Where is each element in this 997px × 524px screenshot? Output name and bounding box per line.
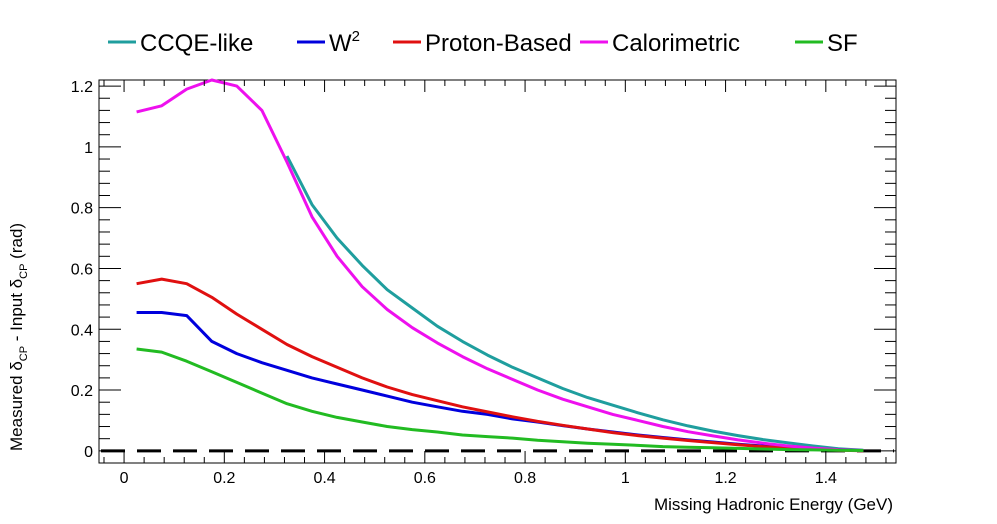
y-tick-label: 0.6: [71, 261, 93, 278]
y-title-sub1: CP: [18, 346, 30, 361]
plot-area-border: [98, 79, 897, 464]
y-tick-label: 0: [84, 444, 93, 461]
series-layer: [136, 78, 864, 453]
series-line-sf: [136, 347, 864, 452]
x-axis-title: Missing Hadronic Energy (GeV): [654, 495, 893, 514]
series-line-calorimetric: [136, 78, 864, 452]
y-tick-label: 0.2: [71, 383, 93, 400]
legend-label-ccqe-like: CCQE-like: [140, 30, 253, 57]
plot-frame: [98, 79, 897, 464]
y-tick-label: 1: [84, 140, 93, 157]
x-tick-label: 0.4: [313, 470, 335, 487]
x-axis: 0 0.2 0.4 0.6 0.8 1 1.2 1.4: [103, 80, 887, 487]
y-axis-title: Measured δCP - Input δCP (rad): [7, 223, 30, 451]
series-line-proton-based: [136, 277, 864, 453]
x-tick-label: 1: [621, 470, 630, 487]
legend: CCQE-like W2 Proton-Based Calorimetric SF: [108, 28, 858, 57]
x-tick-label: 1.2: [714, 470, 736, 487]
y-tick-label: 0.8: [71, 201, 93, 218]
y-tick-label: 1.2: [71, 79, 93, 96]
legend-label-sf: SF: [827, 30, 858, 57]
series-line-w-2: [136, 311, 864, 452]
y-tick-label: 0.4: [71, 322, 93, 339]
y-title-sub2: CP: [18, 264, 30, 279]
legend-label-w-2: W2: [329, 28, 360, 57]
y-axis: 0 0.2 0.4 0.6 0.8 1 1.2: [71, 79, 896, 464]
x-tick-label: 0.8: [514, 470, 536, 487]
series-line-ccqe-like: [285, 155, 864, 452]
legend-label-proton-based: Proton-Based: [425, 30, 572, 57]
x-tick-label: 0.2: [213, 470, 235, 487]
y-title-part2: - Input δ: [7, 279, 26, 346]
x-tick-label: 0.6: [414, 470, 436, 487]
x-tick-label: 0: [120, 470, 129, 487]
y-title-part1: Measured δ: [7, 361, 26, 451]
y-title-part3: (rad): [7, 223, 26, 264]
x-tick-label: 1.4: [815, 470, 837, 487]
legend-label-calorimetric: Calorimetric: [612, 30, 740, 57]
